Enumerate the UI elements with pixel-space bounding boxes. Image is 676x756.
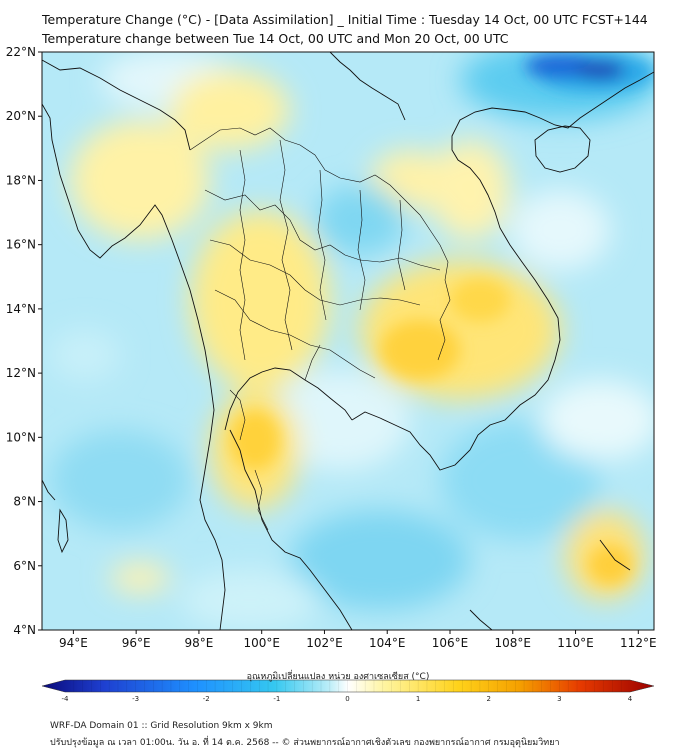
lat-tick-label: 4°N <box>13 623 36 637</box>
map-title: Temperature Change (°C) - [Data Assimila… <box>42 12 648 27</box>
map-subtitle: Temperature change between Tue 14 Oct, 0… <box>42 31 509 46</box>
colorbar-tick-label: 4 <box>628 695 633 703</box>
lon-tick-label: 104°E <box>369 636 406 650</box>
lon-tick-label: 94°E <box>59 636 88 650</box>
lat-tick-label: 8°N <box>13 495 36 509</box>
footer-domain-info: WRF-DA Domain 01 :: Grid Resolution 9km … <box>50 721 273 731</box>
lon-tick-label: 102°E <box>306 636 343 650</box>
colorbar-tick-label: 3 <box>557 695 561 703</box>
colorbar: -4 -3 -2 -1 0 1 2 3 4 <box>41 679 655 703</box>
colorbar-tick-label: -4 <box>62 695 70 703</box>
lat-tick-label: 22°N <box>6 45 36 59</box>
colorbar-tick-label: 2 <box>487 695 491 703</box>
lat-tick-label: 10°N <box>6 430 36 444</box>
lon-tick-label: 106°E <box>432 636 469 650</box>
province-borders <box>189 127 451 531</box>
latitude-axis: 22°N 20°N 18°N 16°N 14°N 12°N 10°N 8°N 6°N 4°N <box>6 45 42 637</box>
lat-tick-label: 20°N <box>6 109 36 123</box>
footer-update-info: ปรับปรุงข้อมูล ณ เวลา 01:00น. วัน อ. ที่… <box>50 738 560 748</box>
colorbar-bar <box>41 679 655 693</box>
plot-frame <box>41 51 655 631</box>
temperature-field <box>42 52 654 630</box>
lon-tick-label: 100°E <box>243 636 280 650</box>
colorbar-segments <box>73 680 622 692</box>
longitude-axis: 94°E 96°E 98°E 100°E 102°E 104°E 106°E 108°E 110… <box>59 630 657 650</box>
colorbar-tick-label: 0 <box>345 695 349 703</box>
lon-tick-label: 112°E <box>620 636 657 650</box>
coastlines <box>42 52 654 630</box>
lon-tick-label: 98°E <box>184 636 213 650</box>
colorbar-tick-label: -2 <box>203 695 210 703</box>
lon-tick-label: 110°E <box>557 636 594 650</box>
lat-tick-label: 14°N <box>6 302 36 316</box>
lon-tick-label: 96°E <box>122 636 151 650</box>
lat-tick-label: 12°N <box>6 366 36 380</box>
lat-tick-label: 16°N <box>6 238 36 252</box>
lat-tick-label: 6°N <box>13 559 36 573</box>
lat-tick-label: 18°N <box>6 173 36 187</box>
colorbar-tick-label: 1 <box>416 695 420 703</box>
colorbar-tick-label: -1 <box>273 695 280 703</box>
colorbar-ticks: -4 -3 -2 -1 0 1 2 3 4 <box>62 695 633 703</box>
colorbar-label: อุณหภูมิเปลี่ยนแปลง หน่วย องศาเซลเซียส (… <box>246 672 430 682</box>
lon-tick-label: 108°E <box>495 636 532 650</box>
colorbar-tick-label: -3 <box>132 695 139 703</box>
